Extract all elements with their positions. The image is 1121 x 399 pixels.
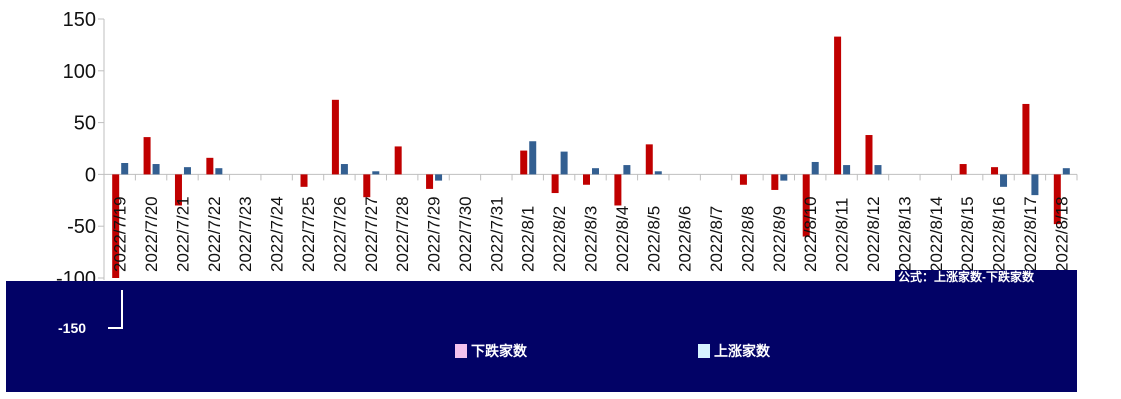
x-category-label: 2022/8/18 [1052,196,1071,272]
x-category-label: 2022/7/30 [456,196,475,272]
x-category-label: 2022/8/2 [550,206,569,272]
y-tick-label: -50 [67,216,96,238]
x-category-label: 2022/7/22 [205,196,224,272]
bar-series-1 [771,174,779,190]
bar-series-2 [560,151,568,175]
bar-series-2 [152,164,160,175]
x-category-label: 2022/7/28 [393,196,412,272]
bar-series-1 [834,36,842,175]
overlay-layer: -150 公式：上涨家数-下跌家数 [58,269,1077,336]
bar-series-1 [1053,174,1061,225]
bar-series-2 [874,165,882,175]
bar-series-1 [112,174,120,278]
bar-series-2 [340,164,348,175]
bar-series-1 [959,164,967,175]
x-category-label: 2022/8/4 [613,206,632,272]
bar-series-2 [1000,174,1008,187]
bar-series-1 [645,144,653,175]
x-category-label: 2022/8/14 [927,196,946,272]
x-category-label: 2022/7/25 [299,196,318,272]
dark-overlay-panel [6,281,1077,392]
legend-swatch-decline [455,344,467,358]
x-category-label: 2022/7/20 [142,196,161,272]
x-category-label: 2022/8/11 [833,198,852,272]
x-category-label: 2022/8/10 [801,196,820,272]
x-category-label: 2022/7/31 [487,196,506,272]
legend-swatch-advance [698,344,710,358]
category-label-layer: 2022/7/19 2022/7/20 2022/7/21 2022/7/22 2022… [111,196,1072,272]
x-category-label: 2022/8/13 [895,196,914,272]
axis-bracket [108,290,123,329]
formula-note: 公式：上涨家数-下跌家数 [898,269,1035,284]
y-tick-label: 0 [85,164,96,186]
x-category-label: 2022/7/26 [330,196,349,272]
x-category-label: 2022/7/24 [268,196,287,272]
bar-series-2 [1031,174,1039,196]
bar-series-2 [843,165,851,175]
bar-series-1 [300,174,308,187]
bar-series-1 [331,99,339,175]
bar-series-2 [529,141,537,175]
bar-series-2 [372,171,380,175]
legend-label-decline: 下跌家数 [471,343,528,359]
x-category-label: 2022/8/3 [582,206,601,272]
x-category-label: 2022/7/19 [111,196,130,272]
bar-series-1 [739,174,747,185]
bar-series-1 [551,174,559,194]
bar-series-2 [1062,168,1070,175]
bar-series-2 [215,168,223,175]
bar-series-2 [592,168,599,175]
legend-label-advance: 上涨家数 [714,343,771,359]
x-category-label: 2022/7/27 [362,196,381,272]
x-category-label: 2022/7/21 [173,196,192,272]
bar-series-1 [174,174,182,206]
overlay-step [895,270,1077,283]
x-category-label: 2022/8/16 [990,196,1009,272]
bar-series-1 [865,135,873,175]
legend: 下跌家数 上涨家数 [455,343,771,359]
x-category-label: 2022/8/12 [864,196,883,272]
bar-series-1 [583,174,590,185]
x-category-label: 2022/8/15 [958,196,977,272]
x-category-label: 2022/8/6 [676,206,695,272]
bar-series-2 [183,167,191,175]
bar-series-1 [143,137,151,175]
y-tick-label: 50 [74,113,96,135]
low-tick-label: -150 [58,320,86,336]
y-tick-label: 150 [63,9,96,31]
x-category-label: 2022/7/23 [236,196,255,272]
x-category-label: 2022/8/1 [519,206,538,272]
x-category-label: 2022/7/29 [425,196,444,272]
x-category-label: 2022/8/5 [644,206,663,272]
bar-series-1 [520,150,528,175]
y-tick-label: 100 [63,61,96,83]
bar-series-1 [363,174,371,198]
bar-series-1 [394,146,402,175]
x-category-label: 2022/8/7 [707,206,726,272]
bar-series-1 [1022,103,1030,175]
bar-series-2 [654,171,662,175]
bar-series-2 [780,174,788,181]
bar-series-2 [623,165,631,175]
bar-series-1 [614,174,622,206]
bar-layer [112,36,1070,278]
bar-series-1 [426,174,434,189]
bar-series-1 [802,174,810,237]
bar-series-1 [206,157,214,175]
x-category-label: 2022/8/8 [738,206,757,272]
bar-series-2 [121,163,129,175]
bar-series-2 [811,161,819,175]
x-category-label: 2022/8/9 [770,206,789,272]
x-category-label: 2022/8/17 [1021,196,1040,272]
bar-series-1 [991,167,999,175]
bar-series-2 [435,174,443,181]
